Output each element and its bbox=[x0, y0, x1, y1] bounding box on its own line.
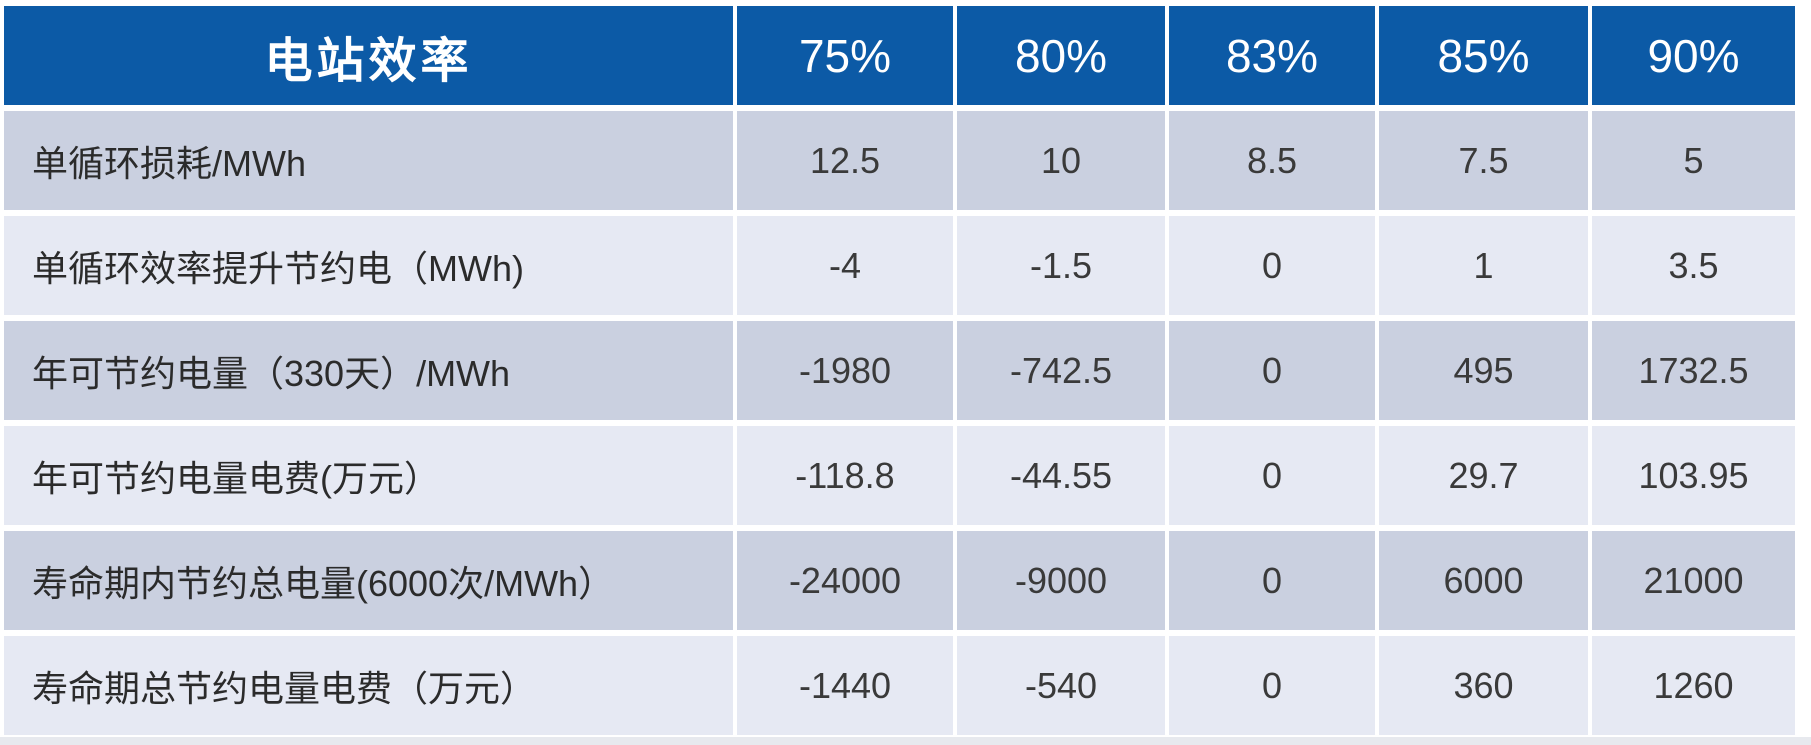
value-cell: 0 bbox=[1169, 321, 1375, 420]
value-cell: 7.5 bbox=[1379, 111, 1588, 210]
value-cell: -1.5 bbox=[957, 216, 1165, 315]
value-cell: 8.5 bbox=[1169, 111, 1375, 210]
column-header: 83% bbox=[1169, 6, 1375, 105]
table-row: 寿命期总节约电量电费（万元） -1440 -540 0 360 1260 bbox=[4, 636, 1795, 735]
value-cell: 495 bbox=[1379, 321, 1588, 420]
row-label-cell: 年可节约电量电费(万元） bbox=[4, 426, 733, 525]
value-cell: -742.5 bbox=[957, 321, 1165, 420]
value-cell: 5 bbox=[1592, 111, 1795, 210]
table-body: 单循环损耗/MWh 12.5 10 8.5 7.5 5 单循环效率提升节约电（MWh) -4-… bbox=[4, 111, 1795, 735]
value-cell: 0 bbox=[1169, 531, 1375, 630]
value-cell: -4 bbox=[737, 216, 953, 315]
table-row: 年可节约电量（330天）/MWh -1980 -742.5 0 495 1732.5 bbox=[4, 321, 1795, 420]
value-cell: -540 bbox=[957, 636, 1165, 735]
value-cell: 0 bbox=[1169, 426, 1375, 525]
row-label-cell: 单循环损耗/MWh bbox=[4, 111, 733, 210]
column-header: 75% bbox=[737, 6, 953, 105]
value-cell: 103.95 bbox=[1592, 426, 1795, 525]
value-cell: 1260 bbox=[1592, 636, 1795, 735]
value-cell: -1440 bbox=[737, 636, 953, 735]
value-cell: 6000 bbox=[1379, 531, 1588, 630]
value-cell: 360 bbox=[1379, 636, 1588, 735]
value-cell: -44.55 bbox=[957, 426, 1165, 525]
table-title-cell: 电站效率 bbox=[4, 6, 733, 105]
value-cell: 3.5 bbox=[1592, 216, 1795, 315]
value-cell: -118.8 bbox=[737, 426, 953, 525]
value-cell: 12.5 bbox=[737, 111, 953, 210]
table-row: 年可节约电量电费(万元） -118.8 -44.55 0 29.7 103.95 bbox=[4, 426, 1795, 525]
value-cell: -24000 bbox=[737, 531, 953, 630]
value-cell: 1 bbox=[1379, 216, 1588, 315]
table-row: 单循环效率提升节约电（MWh) -4 -1.5 0 1 3.5 bbox=[4, 216, 1795, 315]
row-label-cell: 年可节约电量（330天）/MWh bbox=[4, 321, 733, 420]
table-row: 寿命期内节约总电量(6000次/MWh） -24000 -9000 0 6000 2100… bbox=[4, 531, 1795, 630]
column-header: 90% bbox=[1592, 6, 1795, 105]
bottom-strip bbox=[0, 737, 1811, 745]
row-label-cell: 单循环效率提升节约电（MWh) bbox=[4, 216, 733, 315]
value-cell: 0 bbox=[1169, 636, 1375, 735]
value-cell: -9000 bbox=[957, 531, 1165, 630]
value-cell: 29.7 bbox=[1379, 426, 1588, 525]
value-cell: 21000 bbox=[1592, 531, 1795, 630]
row-label-cell: 寿命期内节约总电量(6000次/MWh） bbox=[4, 531, 733, 630]
value-cell: 1732.5 bbox=[1592, 321, 1795, 420]
column-header: 85% bbox=[1379, 6, 1588, 105]
value-cell: 10 bbox=[957, 111, 1165, 210]
column-header: 80% bbox=[957, 6, 1165, 105]
row-label-cell: 寿命期总节约电量电费（万元） bbox=[4, 636, 733, 735]
header-row: 电站效率 75% 80% 83% 85% 90% bbox=[4, 6, 1795, 105]
value-cell: 0 bbox=[1169, 216, 1375, 315]
table-row: 单循环损耗/MWh 12.5 10 8.5 7.5 5 bbox=[4, 111, 1795, 210]
value-cell: -1980 bbox=[737, 321, 953, 420]
